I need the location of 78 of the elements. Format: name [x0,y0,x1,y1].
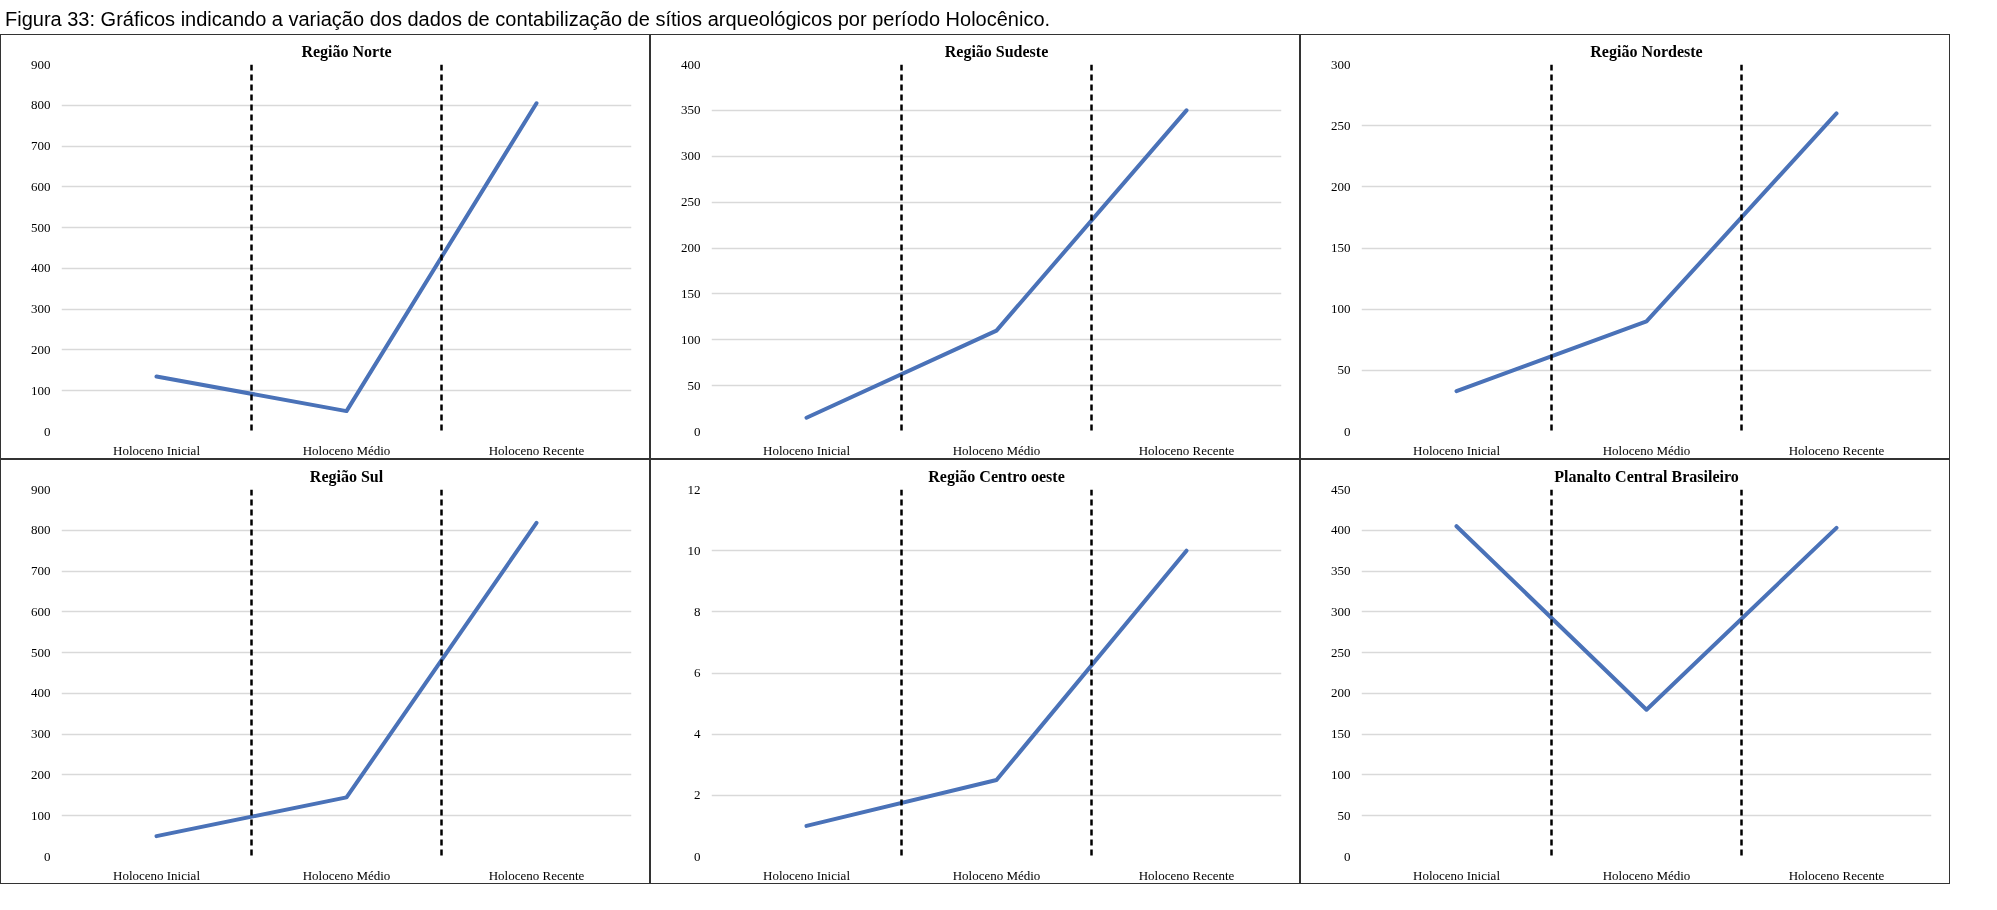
y-tick-label: 8 [694,603,701,619]
y-tick-label: 0 [694,848,701,864]
y-tick-label: 500 [31,219,51,235]
x-tick-label: Holoceno Inicial [763,442,851,458]
chart-title: Região Sudeste [944,42,1049,61]
y-tick-label: 250 [1331,117,1351,133]
y-tick-label: 700 [31,138,51,154]
y-tick-label: 0 [694,423,701,439]
y-tick-label: 100 [1331,301,1351,317]
y-tick-label: 400 [1331,522,1351,538]
x-tick-label: Holoceno Recente [1138,867,1235,883]
y-tick-label: 800 [31,522,51,538]
y-tick-label: 100 [1331,766,1351,782]
y-tick-label: 0 [44,848,51,864]
y-tick-label: 300 [1331,56,1351,72]
chart-title: Região Nordeste [1590,42,1703,61]
y-tick-label: 150 [681,285,701,301]
x-tick-label: Holoceno Inicial [1413,867,1501,883]
y-tick-label: 250 [681,194,701,210]
y-tick-label: 100 [31,807,51,823]
y-tick-label: 10 [687,542,701,558]
y-tick-label: 100 [31,382,51,398]
x-tick-label: Holoceno Médio [1602,442,1691,458]
y-tick-label: 200 [31,341,51,357]
x-tick-label: Holoceno Inicial [1413,442,1501,458]
x-tick-label: Holoceno Médio [302,867,391,883]
y-tick-label: 600 [31,178,51,194]
y-tick-label: 200 [31,766,51,782]
y-tick-label: 0 [1344,848,1351,864]
y-tick-label: 900 [31,56,51,72]
y-tick-label: 600 [31,603,51,619]
x-tick-label: Holoceno Médio [952,867,1041,883]
x-tick-label: Holoceno Inicial [763,867,851,883]
y-tick-label: 300 [1331,603,1351,619]
x-tick-label: Holoceno Médio [302,442,391,458]
x-tick-label: Holoceno Inicial [113,867,201,883]
y-tick-label: 500 [31,644,51,660]
x-tick-label: Holoceno Recente [1788,442,1885,458]
x-tick-label: Holoceno Recente [488,442,585,458]
y-tick-label: 300 [681,148,701,164]
y-tick-label: 0 [1344,423,1351,439]
y-tick-label: 50 [1337,807,1351,823]
chart-title: Região Norte [301,42,392,61]
y-tick-label: 150 [1331,240,1351,255]
y-tick-label: 250 [1331,644,1351,660]
y-tick-label: 0 [44,423,51,439]
y-tick-label: 4 [694,726,701,742]
y-tick-label: 100 [681,331,701,347]
text: Figura 33: Gráficos indicando a variação dos dados de contabilização de sítios arqueológicos por período Holocênico. [5,7,1051,32]
y-tick-label: 50 [1337,362,1351,378]
x-tick-label: Holoceno Médio [952,442,1041,458]
y-tick-label: 200 [1331,178,1351,194]
chart-title: Região Centro oeste [928,467,1065,486]
y-tick-label: 900 [31,481,51,497]
x-tick-label: Holoceno Recente [1788,867,1885,883]
y-tick-label: 2 [694,787,701,803]
y-tick-label: 400 [31,685,51,701]
y-tick-label: 800 [31,97,51,113]
y-tick-label: 300 [31,301,51,317]
chart-title: Planalto Central Brasileiro [1554,467,1739,485]
y-tick-label: 200 [681,240,701,255]
y-tick-label: 350 [1331,563,1351,579]
y-tick-label: 150 [1331,726,1351,742]
x-tick-label: Holoceno Recente [1138,442,1235,458]
y-tick-label: 6 [694,665,701,680]
y-tick-label: 50 [687,377,701,393]
y-tick-label: 350 [681,102,701,118]
y-tick-label: 300 [31,726,51,742]
y-tick-label: 400 [681,56,701,72]
y-tick-label: 700 [31,563,51,579]
x-tick-label: Holoceno Inicial [113,442,201,458]
chart-title: Região Sul [309,467,384,486]
y-tick-label: 450 [1331,481,1351,497]
y-tick-label: 12 [687,481,701,497]
y-tick-label: 200 [1331,685,1351,701]
x-tick-label: Holoceno Recente [488,867,585,883]
x-tick-label: Holoceno Médio [1602,867,1691,883]
y-tick-label: 400 [31,260,51,276]
